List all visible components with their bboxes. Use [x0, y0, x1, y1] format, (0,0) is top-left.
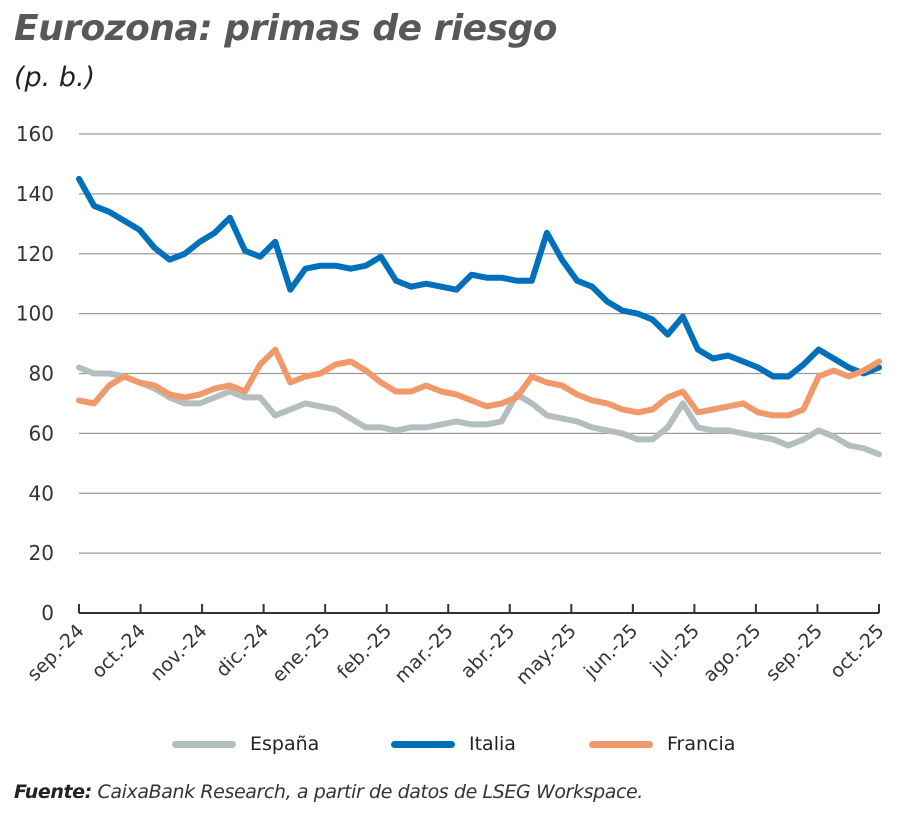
- x-tick-label: ene.-25: [268, 620, 335, 687]
- line-chart: 0 20 40 60 80 100 120 140 160 sep.-24oct.-24nov.…: [16, 122, 889, 689]
- y-tick-label: 100: [16, 302, 54, 326]
- y-tick-label: 80: [29, 362, 54, 386]
- x-tick-label: jul.-25: [645, 620, 703, 678]
- series-line-francia: [76, 346, 882, 419]
- x-tick-label: jun.-25: [579, 620, 642, 683]
- y-tick-label: 120: [16, 242, 54, 266]
- series-line-italia: [76, 175, 882, 380]
- x-tick-label: dic.-24: [212, 620, 273, 681]
- y-tick-label: 60: [29, 421, 54, 445]
- legend-swatch-italia: [391, 740, 455, 748]
- x-tick-label: mar.-25: [390, 620, 457, 687]
- x-tick-label: sep.-24: [23, 620, 89, 686]
- x-tick-label: abr.-25: [456, 620, 519, 683]
- source-label: Fuente:: [14, 781, 92, 803]
- x-tick-label: may.-25: [512, 620, 581, 689]
- gridlines: [79, 133, 881, 554]
- y-tick-label: 140: [16, 182, 54, 206]
- data-series: [76, 175, 882, 458]
- legend-item-francia: Francia: [589, 733, 735, 755]
- legend-label-italia: Italia: [469, 733, 516, 755]
- chart-title: Eurozona: primas de riesgo: [14, 8, 558, 49]
- x-tick-label: oct.-24: [87, 620, 150, 683]
- legend-swatch-espana: [172, 740, 236, 748]
- y-tick-label: 0: [41, 601, 54, 625]
- y-tick-label: 40: [29, 481, 54, 505]
- legend: España Italia Francia: [0, 733, 900, 759]
- chart-subtitle: (p. b.): [14, 62, 96, 93]
- x-tick-label: feb.-25: [333, 620, 396, 683]
- source-note: Fuente: CaixaBank Research, a partir de …: [14, 781, 643, 803]
- x-tick-label: sep.-25: [761, 620, 827, 686]
- y-axis-ticks: 0 20 40 60 80 100 120 140 160: [16, 122, 54, 625]
- legend-item-espana: España: [172, 733, 319, 755]
- y-tick-label: 20: [29, 541, 54, 565]
- x-tick-label: ago.-25: [699, 620, 766, 687]
- x-tick-label: oct.-25: [826, 620, 889, 683]
- x-tick-label: nov.-24: [146, 620, 211, 685]
- legend-item-italia: Italia: [391, 733, 516, 755]
- legend-swatch-francia: [589, 740, 653, 748]
- legend-label-espana: España: [250, 733, 320, 755]
- series-line-espana: [76, 364, 882, 458]
- y-tick-label: 160: [16, 122, 54, 146]
- source-text: CaixaBank Research, a partir de datos de…: [91, 781, 644, 803]
- legend-label-francia: Francia: [667, 733, 736, 755]
